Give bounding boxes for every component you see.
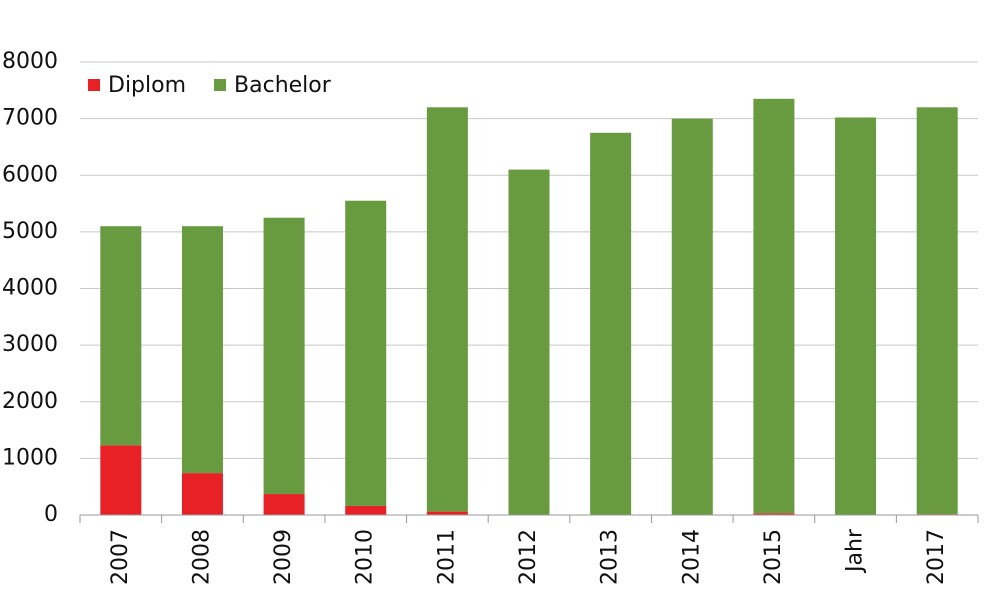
y-tick-label: 7000 — [2, 106, 58, 131]
y-tick-label: 4000 — [2, 276, 58, 301]
x-tick-label: 2010 — [353, 529, 378, 585]
legend-label: Bachelor — [234, 73, 332, 98]
bar-segment — [100, 445, 142, 515]
legend-swatch — [214, 79, 227, 91]
x-tick-label: 2015 — [761, 529, 786, 585]
y-tick-label: 5000 — [2, 219, 58, 244]
x-tick-label: 2007 — [108, 529, 133, 585]
y-tick-label: 6000 — [2, 162, 58, 187]
x-tick-label: 2014 — [679, 529, 704, 585]
y-tick-label: 8000 — [2, 49, 58, 74]
bar-segment — [671, 118, 713, 515]
x-tick-label: 2011 — [434, 529, 459, 585]
bar-segment — [345, 505, 387, 515]
x-tick-label: 2008 — [189, 529, 214, 585]
x-tick-label: 2013 — [598, 529, 623, 585]
bar-segment — [426, 107, 468, 512]
x-tick-label: 2017 — [924, 529, 949, 585]
bar-segment — [181, 473, 223, 515]
y-tick-label: 0 — [44, 502, 58, 527]
legend-label: Diplom — [108, 73, 186, 98]
bar-segment — [100, 226, 142, 446]
bar-segment — [916, 107, 958, 515]
bar-segment — [263, 217, 305, 495]
y-tick-label: 3000 — [2, 332, 58, 357]
bar-segment — [753, 98, 795, 514]
bar-segment — [590, 132, 632, 515]
bar-segment — [181, 226, 223, 474]
bar-segment — [263, 494, 305, 515]
y-tick-label: 1000 — [2, 445, 58, 470]
bar-segment — [508, 169, 550, 515]
legend-swatch — [88, 79, 100, 91]
y-tick-label: 2000 — [2, 389, 58, 414]
x-tick-label: Jahr — [843, 528, 868, 574]
bar-segment — [345, 200, 387, 506]
bar-segment — [753, 513, 795, 515]
x-tick-label: 2012 — [516, 529, 541, 585]
bar-segment — [835, 117, 877, 516]
x-tick-label: 2009 — [271, 529, 296, 585]
bar-segment — [426, 511, 468, 515]
